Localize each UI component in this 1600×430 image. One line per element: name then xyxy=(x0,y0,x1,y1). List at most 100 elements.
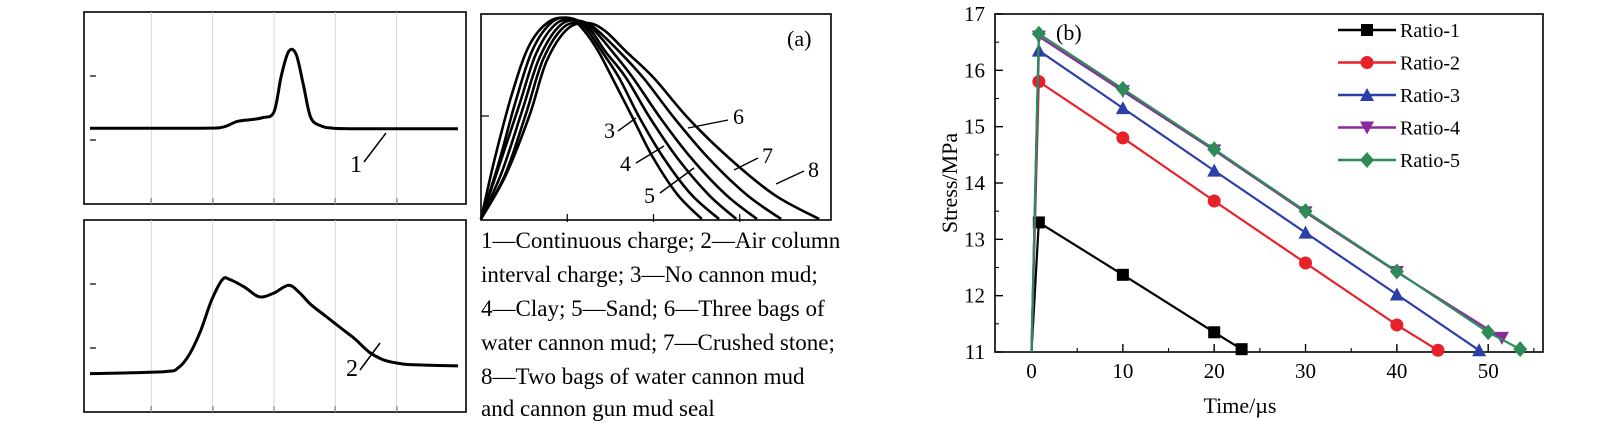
legend-item: Ratio-5 xyxy=(1338,150,1460,172)
y-tick-label: 11 xyxy=(965,340,985,364)
data-point xyxy=(1389,263,1404,280)
caption: 1—Continuous charge; 2—Air column interv… xyxy=(481,228,841,421)
panel-a-label: (a) xyxy=(787,26,811,51)
curve-7-leader xyxy=(733,157,759,171)
data-point xyxy=(1481,324,1496,341)
caption-line-5: 8—Two bags of water cannon mud xyxy=(481,364,805,389)
curve-5-label: 5 xyxy=(644,183,655,208)
data-point xyxy=(1472,343,1487,357)
panel-1-frame xyxy=(83,11,467,205)
series-Ratio-5 xyxy=(1030,25,1528,358)
data-point xyxy=(1235,343,1248,356)
data-point xyxy=(1513,341,1528,358)
legend-item: Ratio-4 xyxy=(1338,118,1460,140)
legend-marker xyxy=(1361,24,1373,36)
data-point xyxy=(1207,141,1222,158)
series-Ratio-4 xyxy=(1030,30,1509,353)
data-point xyxy=(1298,225,1313,239)
x-tick-label: 40 xyxy=(1386,359,1407,383)
panel-b-label: (b) xyxy=(1056,20,1082,45)
data-point xyxy=(1031,25,1046,42)
panel-2-frame xyxy=(83,219,467,413)
legend: Ratio-1 Ratio-2 Ratio-3 Ratio-4 Ratio-5 xyxy=(1338,20,1460,172)
y-tick-label: 12 xyxy=(964,284,985,308)
x-tick-label: 10 xyxy=(1112,359,1133,383)
panel-b-axes: 0 10 20 30 40 50 11 12 13 14 15 16 17 xyxy=(964,2,1535,383)
caption-line-4: water cannon mud; 7—Crushed stone; xyxy=(481,330,835,355)
panel-1-ticks xyxy=(90,12,398,204)
x-tick-label: 0 xyxy=(1026,359,1037,383)
panel-1: 1 xyxy=(83,11,467,205)
panel-b-frame xyxy=(994,13,1544,353)
curve-8-leader xyxy=(775,170,805,185)
data-point xyxy=(1389,287,1404,301)
series-Ratio-2 xyxy=(1030,75,1445,357)
curve-1-label: 1 xyxy=(350,152,362,178)
series-line-Ratio-4 xyxy=(1030,34,1503,353)
legend-marker xyxy=(1360,56,1374,69)
data-point xyxy=(1116,131,1130,145)
panel-b-series xyxy=(1030,25,1528,358)
legend-label: Ratio-5 xyxy=(1400,150,1460,172)
panel-2: 2 xyxy=(83,219,467,413)
series-Ratio-1 xyxy=(1030,216,1248,356)
curve-4-label: 4 xyxy=(620,151,631,176)
legend-label: Ratio-3 xyxy=(1400,85,1460,107)
curve-5 xyxy=(479,18,738,220)
data-point xyxy=(1115,80,1130,97)
curve-8 xyxy=(479,21,820,221)
legend-item: Ratio-3 xyxy=(1338,85,1460,107)
panel-a-ticks xyxy=(481,115,741,222)
curve-4 xyxy=(479,16,720,220)
curve-4-leader xyxy=(635,145,665,164)
y-tick-label: 16 xyxy=(964,58,985,82)
x-axis-label: Time/µs xyxy=(1203,393,1276,418)
curve-1 xyxy=(89,47,458,131)
curve-2-leader xyxy=(359,342,381,371)
data-point xyxy=(1390,318,1404,332)
y-tick-label: 13 xyxy=(964,227,985,251)
series-line-Ratio-2 xyxy=(1030,79,1439,353)
legend-marker xyxy=(1360,88,1374,101)
curve-3-label: 3 xyxy=(604,118,615,143)
curve-3 xyxy=(479,16,703,220)
curve-5-leader xyxy=(659,167,695,194)
curve-8-label: 8 xyxy=(808,157,819,182)
x-tick-label: 30 xyxy=(1295,359,1316,383)
panel-a-curves xyxy=(479,16,820,221)
curve-2 xyxy=(89,276,459,376)
curve-2-label: 2 xyxy=(346,356,358,382)
legend-label: Ratio-1 xyxy=(1400,20,1460,42)
curve-6-leader xyxy=(687,119,729,129)
y-axis-label: Stress/MPa xyxy=(937,133,962,233)
y-tick-label: 15 xyxy=(964,115,985,139)
legend-label: Ratio-4 xyxy=(1400,118,1460,140)
data-point xyxy=(1116,268,1129,281)
legend-item: Ratio-2 xyxy=(1338,53,1460,75)
y-tick-label: 14 xyxy=(964,171,986,195)
panel-a-frame xyxy=(480,13,832,221)
curve-6 xyxy=(479,18,758,221)
curve-6-label: 6 xyxy=(733,104,744,129)
panel-a: 345 67 8 (a) xyxy=(479,13,832,222)
curve-7 xyxy=(479,21,782,221)
data-point xyxy=(1208,326,1221,339)
caption-line-6: and cannon gun mud seal xyxy=(481,396,715,421)
caption-line-3: 4—Clay; 5—Sand; 6—Three bags of xyxy=(481,296,825,321)
x-tick-label: 50 xyxy=(1478,359,1499,383)
caption-line-1: 1—Continuous charge; 2—Air column xyxy=(481,228,841,253)
panel-b: 0 10 20 30 40 50 11 12 13 14 15 16 17 (b) Stress/MPa… xyxy=(937,2,1544,418)
data-point xyxy=(1207,194,1221,208)
legend-marker xyxy=(1360,152,1374,168)
legend-item: Ratio-1 xyxy=(1338,20,1460,42)
legend-marker xyxy=(1360,121,1374,135)
data-point xyxy=(1298,203,1313,220)
series-line-Ratio-5 xyxy=(1030,31,1521,353)
curve-1-leader xyxy=(363,132,387,163)
data-point xyxy=(1207,163,1222,177)
data-point xyxy=(1115,101,1130,115)
y-tick-label: 17 xyxy=(964,2,985,26)
caption-line-2: interval charge; 3—No cannon mud; xyxy=(481,262,818,287)
panel-2-ticks xyxy=(90,220,398,412)
